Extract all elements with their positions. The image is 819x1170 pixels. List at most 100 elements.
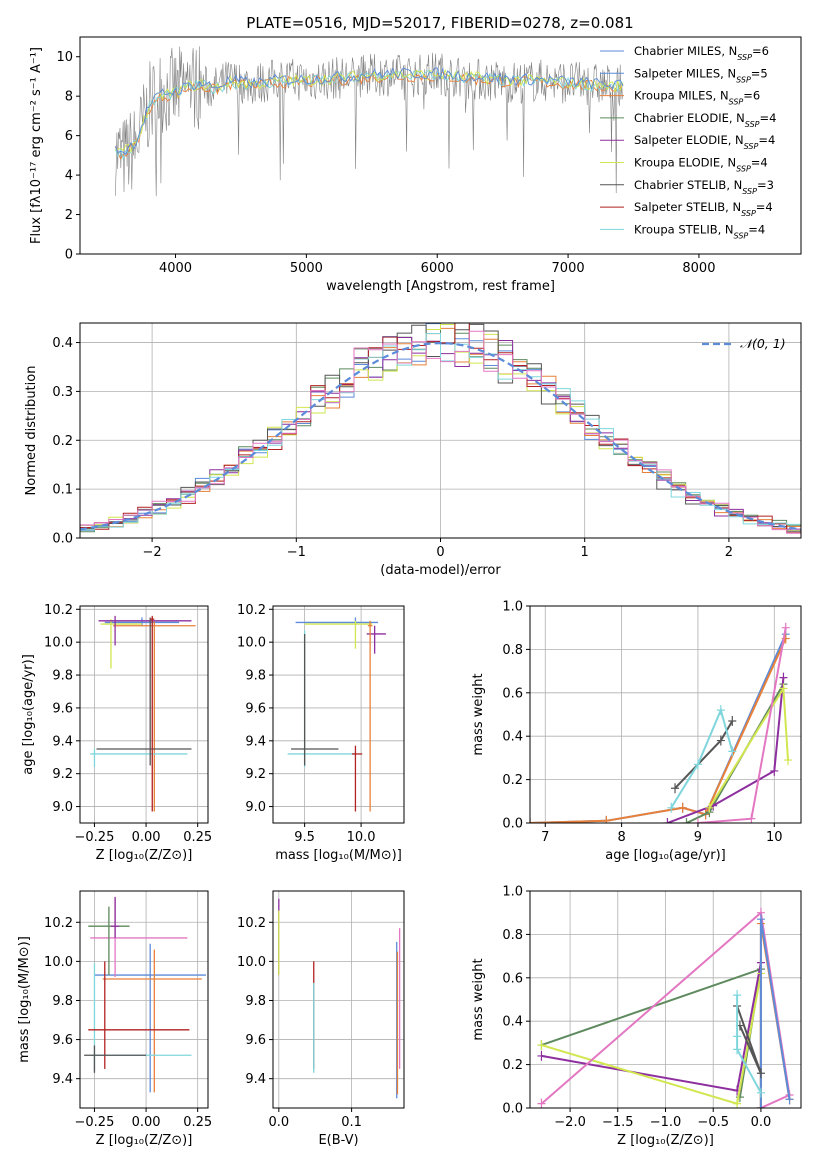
plot-area: [80, 323, 801, 534]
data-point-marker: [602, 815, 611, 823]
chart-massweight_vs_Z: −2.0 −1.5 −1.0 −0.5 0.0 0.0 0.2 0.4 0.6 0.8 1.0 Z […: [471, 885, 802, 1148]
y-tick-label: 9.8: [52, 994, 73, 1009]
x-tick-label: 1: [581, 545, 589, 560]
x-tick-label: −2: [143, 545, 162, 560]
data-point-marker: [705, 802, 714, 813]
mass-weight-line: [530, 638, 787, 823]
y-tick-label: 10: [56, 50, 73, 65]
mass-weight-line: [541, 973, 762, 1108]
y-tick-label: 0.4: [502, 1015, 523, 1030]
chart-age_vs_Z: −0.25 0.00 0.25 9.0 9.2 9.4 9.6 9.8 10.0 10.2 Z [l…: [21, 603, 212, 863]
y-tick-label: 0.3: [52, 385, 73, 400]
data-point-marker: [537, 1050, 546, 1061]
mass-weight-line: [541, 962, 762, 1108]
data-point-marker: [678, 802, 687, 813]
axes-frame: [529, 605, 802, 824]
model-spectrum-line: [115, 68, 624, 154]
x-axis-label: (data-model)/error: [380, 563, 501, 578]
histogram-series: [80, 324, 801, 532]
data-point-marker: [747, 813, 756, 823]
x-axis-label: Z [log₁₀(Z/Z⊙)]: [617, 1133, 714, 1148]
data-point-marker: [537, 1040, 546, 1051]
chart-mass_vs_Z: −0.25 0.00 0.25 9.4 9.6 9.8 10.0 10.2 Z [log₁₀(Z…: [17, 890, 212, 1148]
y-tick-label: 0.2: [502, 773, 523, 788]
y-axis-label: mass weight: [471, 958, 486, 1040]
spectrum-legend: Chabrier MILES, NSSP=6 Salpeter MILES, NS…: [600, 44, 776, 240]
y-tick-label: 0.0: [502, 1102, 523, 1117]
data-point-marker: [667, 802, 676, 813]
y-tick-label: 9.6: [245, 1033, 266, 1048]
x-axis-label: age [log₁₀(age/yr)]: [605, 848, 726, 863]
data-point-marker: [781, 622, 790, 633]
data-point-marker: [779, 683, 788, 694]
x-tick-label: 0.00: [132, 1115, 161, 1130]
x-tick-label: 9: [694, 830, 702, 845]
y-tick-label: 10.0: [44, 636, 73, 651]
chart-residuals: −2 −1 0 1 2 0.0 0.1 0.2 0.3 0.4 (data-model)/error…: [24, 322, 802, 578]
chart-massweight_vs_age: 7 8 9 10 0.0 0.2 0.4 0.6 0.8 1.0 age [log₁₀(age/yr…: [471, 600, 802, 863]
data-point-marker: [756, 914, 765, 925]
axes-frame: [272, 605, 405, 824]
x-tick-label: 0.25: [183, 1115, 212, 1130]
axes-frame: [79, 605, 209, 824]
y-tick-label: 9.4: [245, 734, 266, 749]
figure-title: PLATE=0516, MJD=52017, FIBERID=0278, z=0…: [246, 14, 633, 32]
y-tick-label: 9.8: [52, 669, 73, 684]
chart-spectrum: 4000 5000 6000 7000 8000 0 2 4 6 8 10 wavelength [A…: [29, 36, 802, 294]
axes-frame: [272, 890, 405, 1109]
data-spectrum-line: [115, 46, 623, 197]
y-tick-label: 0.6: [502, 971, 523, 986]
y-tick-label: 1.0: [502, 600, 523, 615]
legend-label: Kroupa MILES, NSSP=6: [634, 89, 760, 107]
legend-label: Chabrier ELODIE, NSSP=4: [634, 111, 776, 128]
y-tick-label: 9.6: [52, 701, 73, 716]
data-point-marker: [735, 1092, 744, 1103]
y-tick-label: 0: [65, 248, 73, 263]
axes-frame: [79, 36, 802, 255]
y-tick-label: 0.2: [502, 1058, 523, 1073]
data-point-marker: [733, 990, 742, 1001]
x-tick-label: 2: [725, 545, 733, 560]
data-point-marker: [671, 783, 680, 794]
mass-weight-line: [697, 627, 787, 823]
data-point-marker: [756, 1087, 765, 1098]
axes-frame: [79, 890, 209, 1109]
chart-mass_vs_EBV: 0.0 0.1 9.4 9.6 9.8 10.0 10.2 E(B-V): [237, 890, 405, 1148]
mass-weight-line: [736, 1005, 762, 1074]
data-point-marker: [756, 1068, 765, 1079]
x-tick-label: −1.5: [602, 1115, 634, 1130]
y-tick-label: 10.2: [44, 916, 73, 931]
y-tick-label: 9.0: [52, 800, 73, 815]
legend-label: Kroupa STELIB, NSSP=4: [634, 222, 765, 240]
mass-weight-line: [670, 707, 734, 809]
y-tick-label: 9.4: [52, 734, 73, 749]
y-tick-label: 4: [65, 169, 73, 184]
x-axis-label: E(B-V): [318, 1133, 358, 1148]
data-point-marker: [733, 1098, 742, 1108]
data-point-marker: [779, 672, 788, 683]
y-tick-label: 9.6: [245, 701, 266, 716]
x-axis-label: wavelength [Angstrom, rest frame]: [326, 279, 555, 294]
mass-weight-line: [667, 677, 785, 823]
x-tick-label: −1: [287, 545, 306, 560]
x-tick-label: 4000: [159, 261, 192, 276]
legend-label: Chabrier MILES, NSSP=6: [634, 44, 769, 62]
y-axis-label: Flux [fλ10⁻¹⁷ erg cm⁻² s⁻¹ A⁻¹]: [29, 47, 44, 244]
y-tick-label: 0.2: [52, 434, 73, 449]
y-axis-label: age [log₁₀(age/yr)]: [21, 654, 36, 775]
normal-curve: [80, 341, 801, 531]
y-tick-label: 10.0: [237, 636, 266, 651]
legend-label: Chabrier STELIB, NSSP=3: [634, 178, 774, 196]
mass-weight-line: [686, 683, 785, 823]
y-tick-label: 0.6: [502, 686, 523, 701]
y-tick-label: 10.0: [44, 955, 73, 970]
y-tick-label: 9.0: [245, 800, 266, 815]
y-tick-label: 2: [65, 208, 73, 223]
chart-age_vs_mass: 9.5 10.0 9.0 9.2 9.4 9.6 9.8 10.0 10.2 mass [log₁…: [237, 603, 405, 863]
residual-legend: 𝒩(0, 1): [702, 336, 786, 351]
x-tick-label: 9.5: [294, 830, 315, 845]
y-tick-label: 10.0: [237, 955, 266, 970]
y-tick-label: 10.2: [44, 603, 73, 618]
y-tick-label: 10.2: [237, 916, 266, 931]
